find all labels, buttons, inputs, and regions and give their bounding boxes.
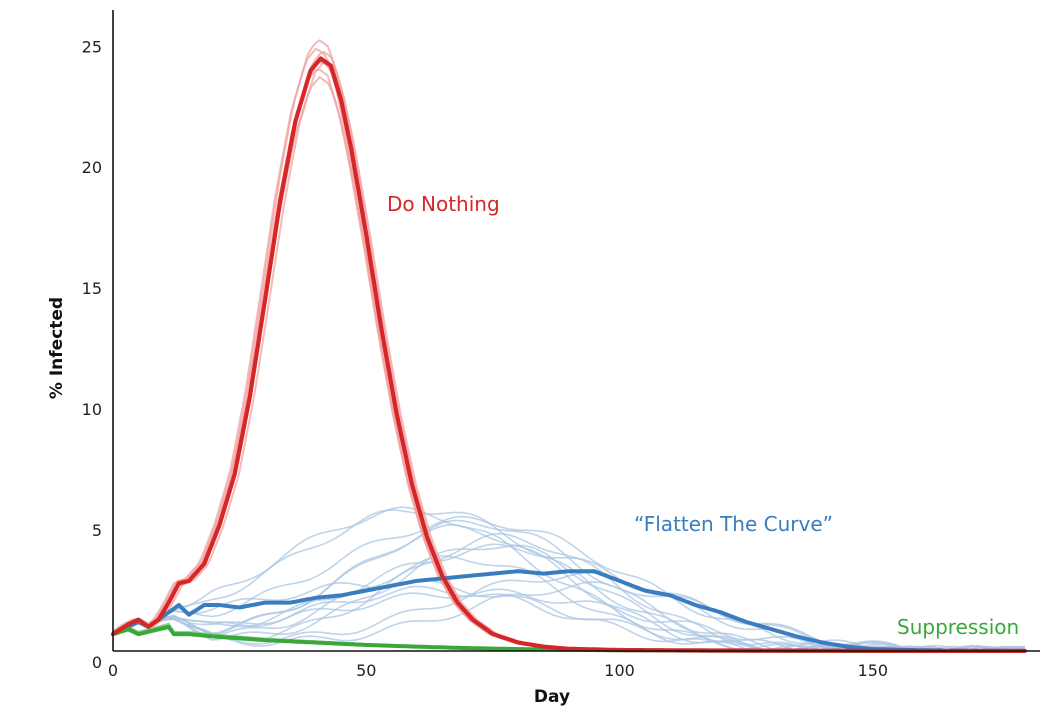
y-tick-label: 5 xyxy=(92,521,102,540)
do-nothing-run-line xyxy=(112,50,1025,652)
y-tick-labels: 5 10 15 20 25 xyxy=(82,37,102,540)
series-label-do-nothing: Do Nothing xyxy=(387,192,500,216)
do-nothing-run-line xyxy=(112,59,1025,652)
x-tick-label: 150 xyxy=(858,661,889,680)
y-tick-label: 10 xyxy=(82,400,102,419)
x-tick-label: 50 xyxy=(356,661,376,680)
flatten-run-line xyxy=(112,543,1025,652)
y-tick-label: 25 xyxy=(82,37,102,56)
flatten-run-line xyxy=(112,588,1025,652)
x-tick-label: 100 xyxy=(604,661,635,680)
x-axis-title: Day xyxy=(534,687,570,707)
flatten-run-line xyxy=(112,506,1025,652)
y-tick-label: 20 xyxy=(82,158,102,177)
do-nothing-line xyxy=(110,56,1027,653)
y-zero-tick-label: 0 xyxy=(92,653,102,672)
flatten-run-line xyxy=(112,532,1025,652)
series-label-suppression: Suppression xyxy=(897,615,1019,639)
do-nothing-run-line xyxy=(113,61,1025,652)
do-nothing-run-line xyxy=(112,47,1025,652)
do-nothing-run-line xyxy=(112,39,1025,652)
y-axis-title: % Infected xyxy=(47,297,67,399)
series-label-flatten-the-curve: “Flatten The Curve” xyxy=(634,512,833,536)
do-nothing-run-line xyxy=(112,60,1025,652)
simulation-runs xyxy=(112,39,1026,653)
flatten-run-line xyxy=(112,509,1025,652)
y-tick-label: 15 xyxy=(82,279,102,298)
flatten-run-line xyxy=(112,571,1025,652)
series-lines xyxy=(110,56,1027,653)
x-tick-label: 0 xyxy=(108,661,118,680)
x-tick-labels: 0 50 100 150 xyxy=(108,661,888,680)
